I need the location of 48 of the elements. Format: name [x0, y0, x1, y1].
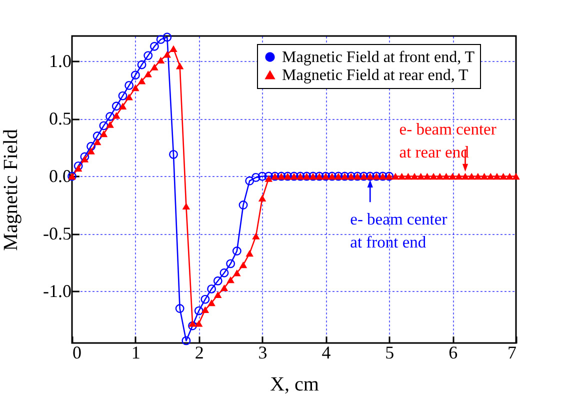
- point: [220, 268, 229, 278]
- legend-label: Magnetic Field at front end, T: [282, 49, 475, 66]
- x-tick-label: 7: [508, 342, 516, 362]
- legend-label: Magnetic Field at rear end, T: [282, 67, 469, 84]
- point: [169, 150, 178, 159]
- point: [112, 102, 121, 111]
- point: [188, 321, 197, 330]
- point: [238, 200, 248, 210]
- x-tick-label: 0: [72, 342, 82, 362]
- point: [264, 172, 274, 181]
- point: [232, 246, 242, 256]
- point: [74, 161, 83, 170]
- point: [162, 32, 172, 42]
- x-tick-label: 4: [322, 342, 331, 362]
- x-tick-label: 6: [448, 342, 458, 362]
- point: [106, 112, 115, 121]
- point: [200, 294, 210, 304]
- x-tick-label: 1: [131, 342, 140, 362]
- point: [144, 51, 153, 60]
- point: [92, 132, 102, 140]
- y-tick-label: -1.0: [43, 280, 72, 301]
- point: [194, 306, 204, 316]
- point: [118, 91, 128, 100]
- point: [130, 70, 140, 80]
- point: [86, 142, 96, 151]
- point: [245, 176, 254, 186]
- x-tick-label: 2: [194, 342, 204, 362]
- point: [175, 304, 184, 313]
- annotation: e- beam center at front end: [350, 210, 448, 252]
- y-tick-label: -0.5: [43, 223, 72, 244]
- point: [156, 34, 166, 44]
- x-axis-title: X, cm: [270, 374, 320, 396]
- point: [124, 80, 134, 90]
- x-tick-label: 5: [385, 342, 394, 362]
- point: [258, 172, 267, 181]
- point: [251, 172, 260, 182]
- point: [99, 121, 108, 130]
- y-tick-label: 1.0: [49, 50, 72, 71]
- point: [150, 42, 159, 51]
- point: [226, 259, 236, 268]
- point: [207, 284, 216, 294]
- point: [213, 276, 222, 286]
- point: [137, 60, 146, 70]
- point: [80, 152, 90, 162]
- x-tick-label: 3: [258, 342, 268, 362]
- y-axis-title: Magnetic Field: [0, 129, 22, 251]
- y-tick-label: 0.5: [49, 108, 72, 128]
- point: [182, 336, 191, 346]
